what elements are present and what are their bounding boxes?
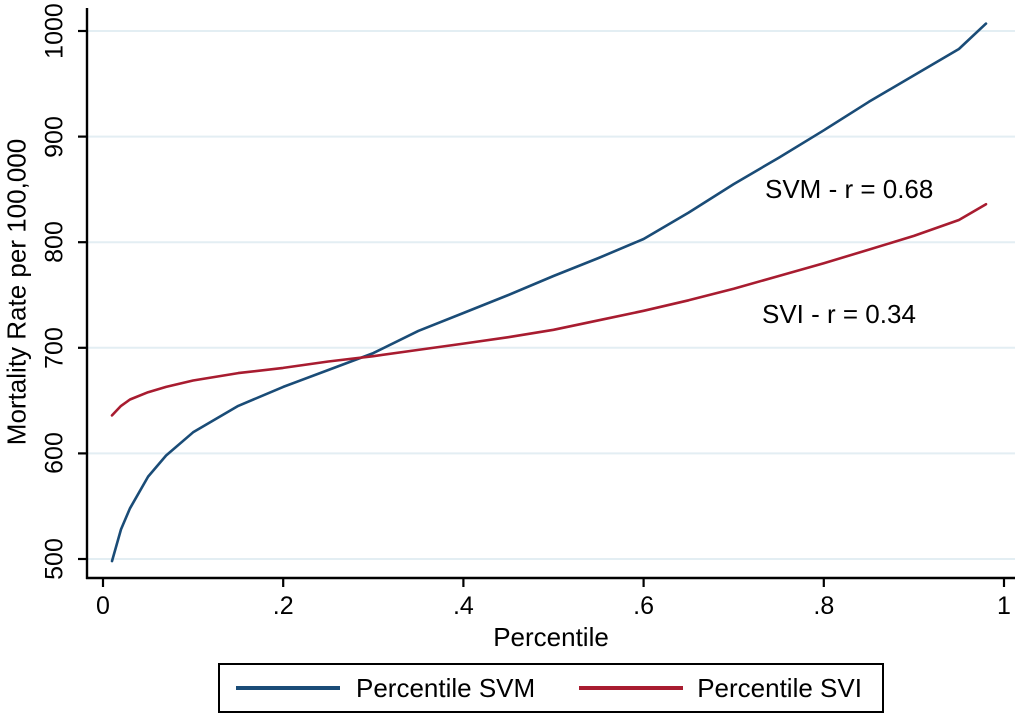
y-tick-label-500: 500 xyxy=(40,538,69,580)
legend-line-svm-icon xyxy=(236,686,340,690)
y-tick-label-600: 600 xyxy=(40,432,69,475)
x-tick-label-.4: .4 xyxy=(452,592,474,620)
y-tick-label-900: 900 xyxy=(40,115,69,158)
x-axis-title: Percentile xyxy=(493,622,609,652)
y-axis-title: Mortality Rate per 100,000 xyxy=(1,138,32,446)
y-tick-label-700: 700 xyxy=(40,326,69,369)
legend-label-svi: Percentile SVI xyxy=(697,672,862,703)
svi-correlation-annotation: SVI - r = 0.34 xyxy=(762,299,916,329)
series-line-svi xyxy=(110,202,988,417)
x-tick-label-.2: .2 xyxy=(272,592,294,620)
legend-line-svi-icon xyxy=(579,686,684,690)
y-tick-label-1000: 1000 xyxy=(40,3,69,59)
x-tick-label-0: 0 xyxy=(96,592,110,620)
series-line-svm xyxy=(110,22,988,563)
legend-label-svm: Percentile SVM xyxy=(356,672,536,703)
svm-correlation-annotation: SVM - r = 0.68 xyxy=(765,174,934,204)
x-tick-label-.8: .8 xyxy=(813,592,835,620)
x-tick-label-1: 1 xyxy=(997,592,1011,620)
x-tick-label-.6: .6 xyxy=(633,592,655,620)
legend: Percentile SVM Percentile SVI xyxy=(218,663,884,713)
y-tick-label-800: 800 xyxy=(40,221,69,264)
